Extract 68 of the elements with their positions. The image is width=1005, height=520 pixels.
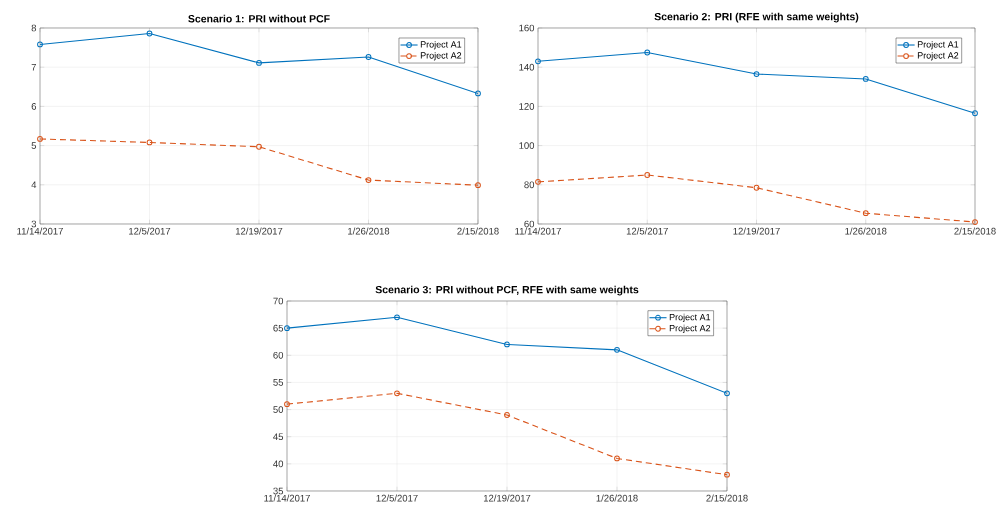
legend-label: Project A1: [420, 40, 462, 50]
point: [614, 346, 620, 353]
point: [644, 172, 651, 178]
point: [614, 455, 620, 462]
legend-label: Project A2: [669, 324, 711, 334]
y-tick-label: 55: [273, 379, 284, 386]
x-tick-label: 12/5/2017: [626, 227, 668, 235]
point: [37, 136, 43, 142]
x-tick-label: 12/19/2017: [733, 227, 780, 235]
x-tick-label: 12/5/2017: [376, 494, 418, 502]
y-tick-label: 3: [31, 220, 37, 228]
y-tick-label: 35: [273, 487, 284, 495]
y-tick-label: 7: [31, 63, 36, 71]
x-tick-label: 1/26/2018: [845, 227, 887, 235]
legend-label: Project A1: [917, 40, 959, 50]
point: [753, 71, 760, 77]
x-tick-label: 2/15/2018: [706, 494, 748, 502]
point: [365, 177, 372, 183]
point: [535, 178, 541, 185]
point: [256, 59, 262, 66]
point: [972, 219, 978, 225]
legend-label: Project A2: [917, 52, 959, 61]
point: [504, 412, 510, 418]
legend-label: Project A2: [420, 52, 462, 61]
point: [146, 139, 153, 146]
point: [753, 184, 760, 191]
point: [146, 30, 153, 37]
point: [504, 341, 510, 348]
legend-label: Project A1: [669, 313, 711, 323]
chart-title: Scenario 2: PRI (RFE with same weights): [654, 12, 859, 23]
point: [644, 49, 651, 56]
point: [724, 471, 730, 478]
x-tick-label: 2/15/2018: [954, 227, 996, 235]
x-tick-label: 1/26/2018: [596, 494, 638, 502]
x-tick-label: 12/19/2017: [483, 494, 531, 502]
y-tick-label: 50: [273, 406, 284, 413]
y-tick-label: 4: [31, 181, 37, 189]
y-tick-label: 120: [519, 103, 535, 110]
y-tick-label: 8: [31, 24, 37, 32]
chart-title: Scenario 3: PRI without PCF, RFE with same weights: [375, 285, 639, 296]
x-tick-label: 11/14/2017: [515, 227, 561, 235]
y-tick-label: 140: [519, 63, 535, 71]
chart-title: Scenario 1: PRI without PCF: [188, 14, 330, 23]
y-tick-label: 45: [273, 433, 284, 441]
x-tick-label: 12/5/2017: [129, 227, 171, 235]
x-tick-label: 12/19/2017: [235, 227, 283, 235]
point: [862, 76, 869, 82]
y-tick-label: 60: [524, 220, 535, 228]
point: [862, 210, 869, 217]
x-tick-label: 11/14/2017: [264, 494, 310, 502]
y-tick-label: 100: [519, 142, 535, 149]
x-tick-label: 2/15/2018: [457, 227, 499, 235]
point: [256, 143, 262, 150]
y-tick-label: 80: [524, 181, 535, 189]
y-tick-label: 160: [519, 24, 535, 32]
y-tick-label: 65: [273, 324, 284, 332]
point: [284, 401, 290, 408]
point: [365, 54, 372, 60]
y-tick-label: 6: [31, 103, 37, 110]
x-tick-label: 11/14/2017: [17, 227, 63, 235]
y-tick-label: 5: [31, 142, 37, 149]
y-tick-label: 40: [273, 460, 284, 468]
point: [394, 390, 400, 397]
y-tick-label: 60: [273, 351, 284, 359]
point: [394, 314, 400, 321]
point: [475, 182, 481, 189]
y-tick-label: 70: [273, 297, 284, 305]
x-tick-label: 1/26/2018: [348, 227, 390, 235]
